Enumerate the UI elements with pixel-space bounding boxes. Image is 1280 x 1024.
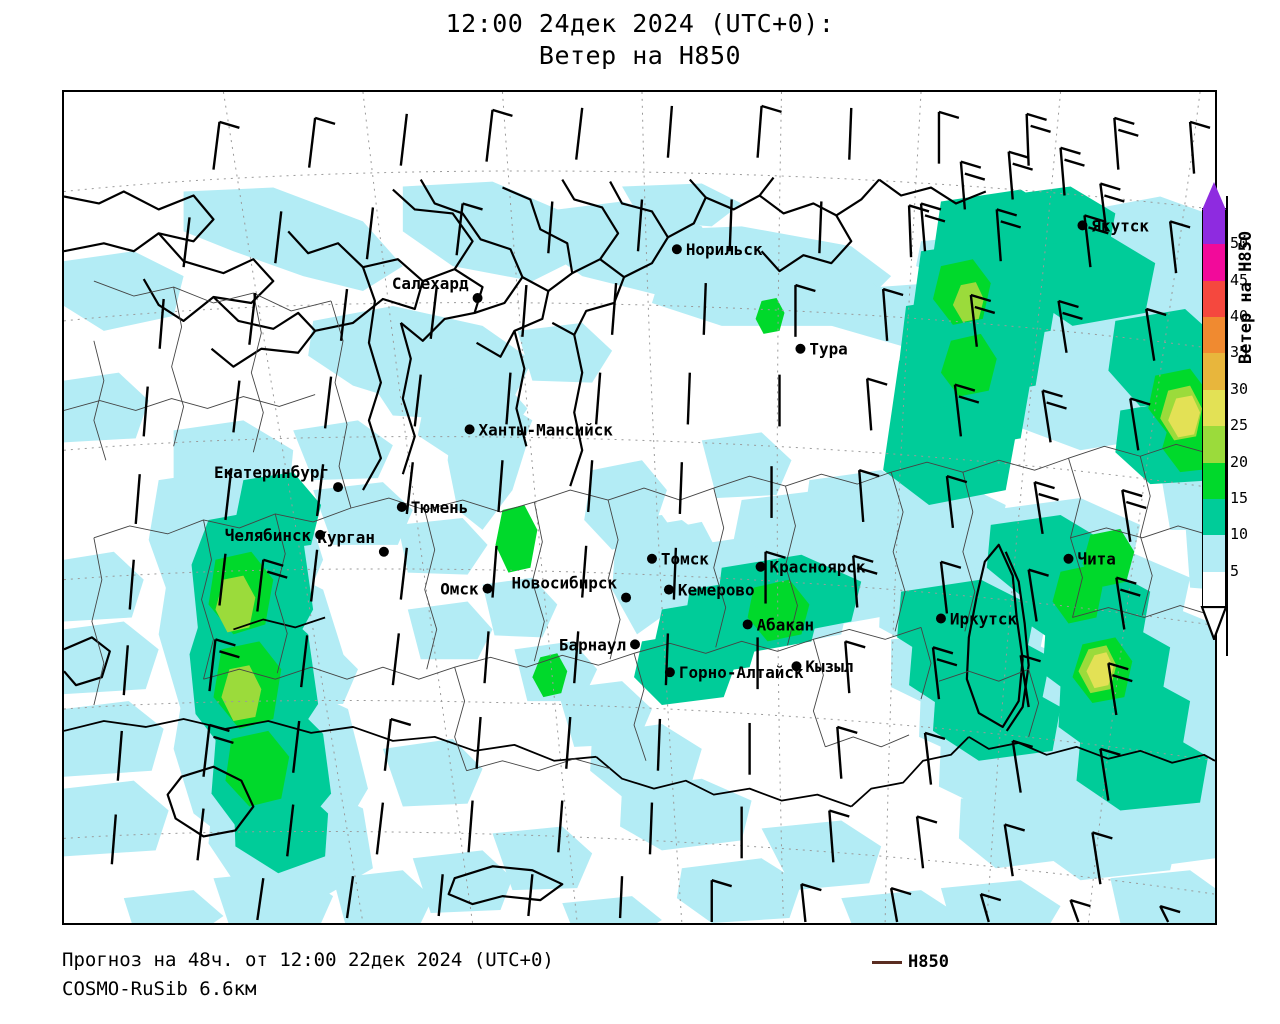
city-marker	[791, 661, 802, 672]
colorbar-underflow-outline	[1200, 606, 1228, 640]
colorbar-tick-30: 30	[1230, 379, 1249, 398]
colorbar-segment-5-10	[1202, 535, 1226, 572]
city-marker	[333, 482, 344, 493]
city-label: Новосибирск	[512, 574, 618, 593]
map-frame[interactable]: Салехард Норильск Тура Якутск Ханты-Мансийск…	[62, 90, 1217, 925]
city-label: Барнаул	[559, 635, 626, 654]
footer: Прогноз на 48ч. от 12:00 22дек 2024 (UTC…	[62, 946, 1262, 1005]
city-marker	[630, 639, 640, 650]
city-marker	[482, 583, 493, 594]
footer-model-line: COSMO-RuSib 6.6км	[62, 978, 257, 1001]
city-label: Тюмень	[411, 498, 469, 517]
colorbar-tick-5: 5	[1230, 561, 1240, 580]
colorbar-tick-20: 20	[1230, 452, 1249, 471]
administrative-boundaries	[64, 280, 1213, 772]
title-line-datetime: 12:00 24дек 2024 (UTC+0):	[445, 9, 835, 38]
colorbar-segment-10-15	[1202, 498, 1226, 536]
city-label: Норильск	[686, 240, 763, 259]
city-marker	[663, 584, 674, 595]
colorbar-segment-35-40	[1202, 317, 1226, 354]
colorbar-tick-40: 40	[1230, 307, 1249, 326]
city-label: Чита	[1077, 550, 1115, 569]
city-label: Горно-Алтайск	[679, 663, 804, 682]
map-canvas[interactable]: Салехард Норильск Тура Якутск Ханты-Мансийск…	[64, 92, 1215, 923]
city-marker	[755, 561, 766, 572]
colorbar-segment->50	[1202, 208, 1226, 245]
legend-label: H850	[908, 952, 949, 972]
colorbar-title: Ветер на H850	[1236, 230, 1256, 364]
colorbar-segment-25-30	[1202, 389, 1226, 427]
national-borders	[64, 616, 1215, 808]
colorbar[interactable]	[1202, 208, 1226, 608]
colorbar-segment-45-50	[1202, 244, 1226, 281]
colorbar-tick-10: 10	[1230, 525, 1249, 544]
city-label: Челябинск	[225, 526, 312, 545]
city-marker	[315, 529, 326, 540]
city-label: Екатеринбург	[214, 463, 329, 482]
city-marker	[1063, 553, 1074, 564]
colorbar-segment-20-25	[1202, 426, 1226, 463]
city-label: Томск	[661, 550, 709, 569]
colorbar-segment-30-35	[1202, 353, 1226, 390]
city-label: Красноярск	[770, 558, 866, 577]
city-marker	[1077, 220, 1088, 231]
city-label: Иркутск	[950, 609, 1018, 628]
city-marker	[621, 592, 632, 603]
city-markers: Салехард Норильск Тура Якутск Ханты-Мансийск…	[214, 216, 1149, 682]
city-label: Салехард	[392, 274, 469, 293]
colorbar-segment-40-45	[1202, 280, 1226, 318]
colorbar-axis	[1226, 196, 1228, 656]
city-label: Тура	[809, 340, 847, 359]
city-label: Кызыл	[805, 657, 853, 676]
city-label: Абакан	[757, 615, 815, 634]
city-label: Ханты-Мансийск	[479, 420, 614, 439]
colorbar-tick-35: 35	[1230, 343, 1249, 362]
colorbar-tick-45: 45	[1230, 270, 1249, 289]
city-marker	[935, 613, 946, 624]
city-marker	[795, 343, 806, 354]
wind-shading-25-30	[1086, 395, 1201, 689]
city-label: Омск	[440, 580, 479, 599]
colorbar-tick-labels: 5 10 15 20 25 30 35 40 45 50	[1230, 208, 1270, 608]
city-marker	[664, 667, 675, 678]
footer-forecast-line: Прогноз на 48ч. от 12:00 22дек 2024 (UTC…	[62, 949, 554, 971]
city-marker	[646, 553, 657, 564]
city-marker	[396, 502, 407, 512]
legend-line-swatch	[872, 960, 902, 964]
colorbar-tick-25: 25	[1230, 416, 1249, 435]
city-marker	[378, 546, 389, 557]
city-marker	[671, 244, 682, 255]
colorbar-tick-15: 15	[1230, 488, 1249, 507]
city-label: Курган	[317, 528, 375, 547]
page-title: 12:00 24дек 2024 (UTC+0): Ветер на H850	[0, 8, 1280, 72]
city-marker	[464, 424, 475, 435]
legend-h850: H850	[872, 952, 949, 972]
city-label: Кемерово	[678, 581, 755, 600]
city-marker	[472, 293, 483, 303]
colorbar-segment-15-20	[1202, 462, 1226, 499]
colorbar-overflow-arrow	[1202, 182, 1226, 210]
title-line-variable: Ветер на H850	[538, 41, 742, 70]
colorbar-segment-<5	[1202, 571, 1226, 608]
colorbar-tick-50: 50	[1230, 234, 1249, 253]
wind-barb-field	[110, 104, 1211, 923]
city-label: Якутск	[1091, 216, 1149, 235]
city-marker	[742, 619, 753, 630]
coastlines	[64, 176, 1030, 906]
